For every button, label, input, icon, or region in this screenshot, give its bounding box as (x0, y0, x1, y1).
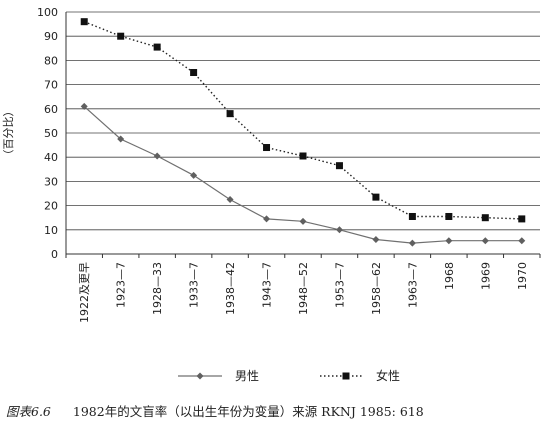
gridlines (65, 11, 540, 255)
y-tick-label-90: 90 (44, 30, 58, 43)
data-point-0 (299, 217, 307, 225)
y-tick-label-80: 80 (44, 54, 58, 67)
data-point-1 (153, 43, 161, 51)
data-point-0 (153, 152, 161, 160)
figure-caption-text: 1982年的文盲率（以出生年份为变量）来源 RKNJ 1985: 618 (72, 404, 424, 419)
y-tick-label-30: 30 (44, 175, 58, 188)
y-axis-ticks: 0 10 20 30 40 50 60 70 80 90 100 (37, 6, 58, 261)
x-tick-label: 1928—33 (151, 262, 164, 315)
line-chart: 0 10 20 30 40 50 60 70 80 90 100 1922及更早 1923—7 1928… (2, 6, 541, 383)
legend-label-1: 女性 (376, 368, 400, 383)
data-point-0 (518, 237, 526, 245)
x-tick-label: 1953—7 (333, 262, 346, 308)
y-tick-label-50: 50 (44, 127, 58, 140)
data-point-0 (335, 226, 343, 234)
y-axis-label: （百分比） (2, 106, 15, 161)
y-tick-label-60: 60 (44, 103, 58, 116)
data-point-0 (80, 102, 88, 110)
x-tick-label: 1968 (443, 262, 456, 290)
x-tick-label: 1970 (516, 262, 529, 290)
figure-number: 图表6.6 (6, 404, 51, 419)
data-point-1 (481, 214, 489, 222)
data-point-1 (445, 212, 453, 220)
data-point-1 (372, 193, 380, 201)
figure-caption: 图表6.6 1982年的文盲率（以出生年份为变量）来源 RKNJ 1985: 61… (6, 401, 424, 420)
data-point-1 (408, 212, 416, 220)
legend-marker-0 (196, 372, 204, 380)
data-point-1 (335, 162, 343, 170)
legend: 男性 女性 (178, 368, 400, 383)
x-tick-label: 1963—7 (406, 262, 419, 308)
data-point-0 (481, 237, 489, 245)
x-tick-label: 1933—7 (188, 262, 201, 308)
data-point-0 (263, 215, 271, 223)
series-line-1 (83, 21, 522, 220)
data-point-0 (408, 239, 416, 247)
series-layer (80, 18, 526, 247)
x-tick-label: 1948—52 (297, 262, 310, 315)
y-tick-label-70: 70 (44, 79, 58, 92)
x-axis-ticks: 1922及更早 1923—7 1928—33 1933—7 1938—42 1943—7 1… (65, 254, 541, 323)
data-point-0 (445, 237, 453, 245)
legend-marker-1 (342, 372, 350, 380)
x-tick-label: 1943—7 (261, 262, 274, 308)
x-tick-label: 1969 (479, 262, 492, 290)
data-point-0 (117, 135, 125, 143)
legend-label-0: 男性 (235, 369, 259, 383)
y-tick-label-40: 40 (44, 151, 58, 164)
x-tick-label: 1923—7 (115, 262, 128, 308)
y-tick-label-100: 100 (37, 6, 58, 19)
y-tick-label-0: 0 (51, 248, 58, 261)
data-point-1 (226, 110, 234, 118)
x-tick-label: 1938—42 (224, 262, 237, 315)
data-point-1 (518, 215, 526, 223)
y-tick-label-10: 10 (44, 224, 58, 237)
data-point-1 (80, 18, 88, 26)
x-tick-label: 1958—62 (370, 262, 383, 315)
data-point-1 (263, 144, 271, 152)
x-tick-label: 1922及更早 (78, 262, 91, 323)
y-tick-label-20: 20 (44, 200, 58, 213)
data-point-0 (190, 171, 198, 179)
data-point-1 (299, 152, 307, 160)
data-point-0 (226, 196, 234, 204)
data-point-0 (372, 235, 380, 243)
data-point-1 (117, 32, 125, 40)
data-point-1 (190, 69, 198, 76)
